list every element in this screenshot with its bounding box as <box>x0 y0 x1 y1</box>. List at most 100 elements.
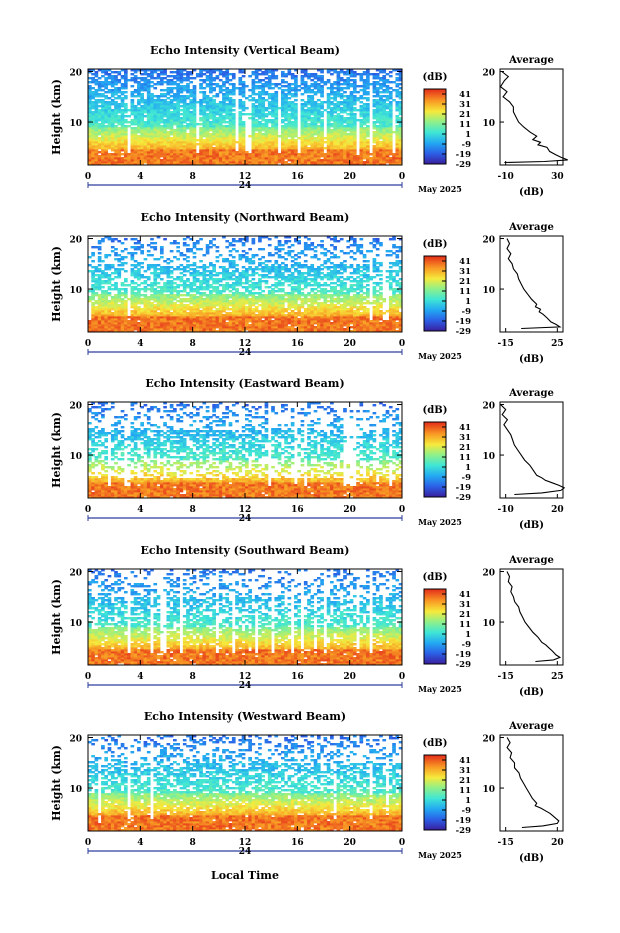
heatmap-cell <box>212 95 216 97</box>
heatmap-cell <box>281 79 285 81</box>
heatmap-cell <box>183 254 187 256</box>
heatmap-cell <box>183 125 187 127</box>
heatmap-cell <box>196 278 200 280</box>
heatmap-cell <box>245 85 249 87</box>
heatmap-cell <box>186 123 190 125</box>
heatmap-cell <box>173 87 177 89</box>
heatmap-cell <box>150 242 154 244</box>
heatmap-cell <box>193 268 197 270</box>
heatmap-cell <box>180 109 184 111</box>
heatmap-cell <box>340 101 344 103</box>
heatmap-cell <box>111 238 115 240</box>
heatmap-cell <box>340 93 344 95</box>
heatmap-cell <box>173 129 177 131</box>
heatmap-cell <box>265 81 269 83</box>
heatmap-cell <box>317 103 321 105</box>
colorbar-tick-label: 11 <box>459 120 471 130</box>
heatmap-cell <box>337 101 341 103</box>
heatmap-cell <box>88 290 92 292</box>
heatmap-cell <box>160 125 164 127</box>
heatmap-cell <box>176 300 180 302</box>
heatmap-cell <box>202 105 206 107</box>
heatmap-cell <box>225 312 229 314</box>
heatmap-cell <box>346 117 350 119</box>
heatmap-cell <box>261 97 265 99</box>
heatmap-cell <box>281 119 285 121</box>
heatmap-cell <box>343 99 347 101</box>
heatmap-cell <box>180 290 184 292</box>
heatmap-cell <box>153 264 157 266</box>
heatmap-cell <box>261 133 265 135</box>
heatmap-cell <box>389 71 393 73</box>
heatmap-cell <box>160 99 164 101</box>
heatmap-cell <box>346 133 350 135</box>
y-axis-label: Height (km) <box>50 79 63 155</box>
heatmap-cell <box>248 95 252 97</box>
heatmap-cell <box>395 89 399 91</box>
heatmap-cell <box>216 260 220 262</box>
heatmap-cell <box>147 276 151 278</box>
panel-title: Echo Intensity (Northward Beam) <box>141 211 350 224</box>
heatmap-cell <box>281 85 285 87</box>
heatmap-cell <box>114 294 118 296</box>
heatmap-cell <box>202 264 206 266</box>
heatmap-cell <box>167 262 171 264</box>
heatmap-cell <box>232 282 236 284</box>
heatmap-cell <box>346 113 350 115</box>
heatmap-cell <box>101 270 105 272</box>
heatmap-cell <box>265 99 269 101</box>
heatmap-cell <box>307 147 311 149</box>
heatmap-cell <box>121 268 125 270</box>
heatmap-cell <box>98 99 102 101</box>
heatmap-cell <box>137 77 141 79</box>
heatmap-cell <box>147 296 151 298</box>
heatmap-cell <box>379 95 383 97</box>
heatmap-cell <box>121 256 125 258</box>
heatmap-cell <box>163 294 167 296</box>
heatmap-cell <box>199 117 203 119</box>
heatmap-cell <box>340 115 344 117</box>
heatmap-cell <box>333 115 337 117</box>
heatmap-cell <box>163 99 167 101</box>
heatmap-cell <box>150 81 154 83</box>
heatmap-cell <box>127 316 131 318</box>
x-tick-label: 8 <box>190 172 196 182</box>
heatmap-cell <box>343 95 347 97</box>
heatmap-cell <box>196 240 200 242</box>
heatmap-cell <box>144 258 148 260</box>
heatmap-cell <box>150 282 154 284</box>
heatmap-cell <box>268 119 272 121</box>
heatmap-cell <box>131 73 135 75</box>
heatmap-cell <box>176 258 180 260</box>
heatmap-cell <box>167 258 171 260</box>
heatmap-cell <box>274 91 278 93</box>
heatmap-cell <box>222 258 226 260</box>
heatmap-cell <box>271 87 275 89</box>
heatmap-cell <box>167 101 171 103</box>
heatmap-cell <box>373 109 377 111</box>
heatmap-cell <box>144 115 148 117</box>
heatmap-cell <box>91 77 95 79</box>
heatmap-cell <box>327 79 331 81</box>
heatmap-cell <box>222 81 226 83</box>
heatmap-cell <box>127 153 131 155</box>
heatmap-cell <box>101 89 105 91</box>
heatmap-cell <box>209 290 213 292</box>
heatmap-cell <box>163 266 167 268</box>
heatmap-cell <box>173 268 177 270</box>
heatmap-cell <box>134 75 138 77</box>
heatmap-cell <box>219 290 223 292</box>
heatmap-cell <box>124 95 128 97</box>
heatmap-cell <box>261 71 265 73</box>
heatmap-cell <box>153 99 157 101</box>
heatmap-cell <box>209 262 213 264</box>
heatmap-cell <box>376 81 380 83</box>
heatmap-cell <box>317 99 321 101</box>
heatmap-cell <box>101 290 105 292</box>
heatmap-cell <box>183 298 187 300</box>
heatmap-cell <box>310 95 314 97</box>
heatmap-cell <box>163 119 167 121</box>
heatmap-cell <box>330 129 334 131</box>
heatmap-cell <box>114 248 118 250</box>
